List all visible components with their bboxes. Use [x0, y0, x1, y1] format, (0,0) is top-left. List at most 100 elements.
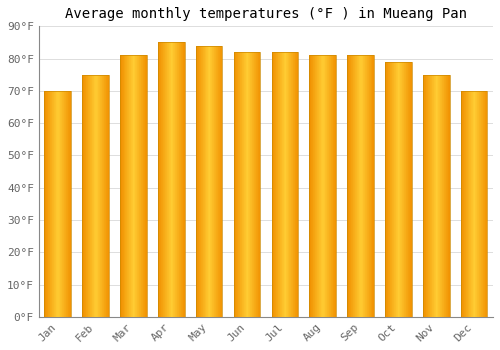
Bar	[245, 52, 246, 317]
Bar	[423, 75, 450, 317]
Bar	[211, 46, 212, 317]
Bar	[471, 91, 472, 317]
Bar	[127, 55, 128, 317]
Bar	[45, 91, 46, 317]
Bar	[474, 91, 475, 317]
Bar	[137, 55, 138, 317]
Bar	[131, 55, 132, 317]
Bar	[68, 91, 69, 317]
Bar	[311, 55, 312, 317]
Bar	[120, 55, 146, 317]
Bar	[348, 55, 374, 317]
Bar	[183, 42, 184, 317]
Bar	[332, 55, 334, 317]
Bar	[64, 91, 65, 317]
Bar	[401, 62, 402, 317]
Bar	[410, 62, 411, 317]
Bar	[257, 52, 258, 317]
Bar	[140, 55, 141, 317]
Bar	[390, 62, 391, 317]
Bar	[425, 75, 426, 317]
Bar	[403, 62, 404, 317]
Bar	[484, 91, 485, 317]
Bar	[366, 55, 368, 317]
Bar	[395, 62, 396, 317]
Bar	[197, 46, 198, 317]
Bar	[47, 91, 48, 317]
Bar	[254, 52, 255, 317]
Bar	[94, 75, 95, 317]
Bar	[158, 42, 184, 317]
Bar	[172, 42, 174, 317]
Bar	[428, 75, 429, 317]
Bar	[240, 52, 241, 317]
Bar	[122, 55, 123, 317]
Bar	[251, 52, 252, 317]
Bar	[182, 42, 184, 317]
Bar	[181, 42, 182, 317]
Bar	[322, 55, 323, 317]
Bar	[206, 46, 207, 317]
Bar	[462, 91, 463, 317]
Bar	[160, 42, 161, 317]
Bar	[180, 42, 182, 317]
Bar	[138, 55, 140, 317]
Bar	[168, 42, 170, 317]
Bar	[128, 55, 129, 317]
Bar	[200, 46, 202, 317]
Bar	[242, 52, 243, 317]
Bar	[318, 55, 319, 317]
Bar	[91, 75, 92, 317]
Bar	[385, 62, 386, 317]
Bar	[448, 75, 449, 317]
Bar	[356, 55, 358, 317]
Bar	[103, 75, 104, 317]
Bar	[274, 52, 275, 317]
Bar	[249, 52, 250, 317]
Bar	[92, 75, 93, 317]
Bar	[202, 46, 203, 317]
Bar	[397, 62, 398, 317]
Bar	[67, 91, 68, 317]
Bar	[120, 55, 121, 317]
Bar	[106, 75, 107, 317]
Bar	[436, 75, 437, 317]
Bar	[275, 52, 276, 317]
Bar	[83, 75, 84, 317]
Bar	[58, 91, 59, 317]
Bar	[290, 52, 291, 317]
Bar	[99, 75, 100, 317]
Bar	[239, 52, 240, 317]
Bar	[51, 91, 52, 317]
Bar	[434, 75, 435, 317]
Bar	[237, 52, 238, 317]
Bar	[361, 55, 362, 317]
Bar	[358, 55, 360, 317]
Bar	[360, 55, 362, 317]
Bar	[199, 46, 200, 317]
Bar	[439, 75, 440, 317]
Bar	[486, 91, 488, 317]
Bar	[286, 52, 287, 317]
Bar	[435, 75, 436, 317]
Bar	[121, 55, 122, 317]
Bar	[440, 75, 441, 317]
Bar	[468, 91, 469, 317]
Bar	[484, 91, 486, 317]
Bar	[310, 55, 336, 317]
Bar	[125, 55, 126, 317]
Bar	[432, 75, 433, 317]
Bar	[424, 75, 425, 317]
Bar	[348, 55, 350, 317]
Bar	[411, 62, 412, 317]
Bar	[272, 52, 298, 317]
Bar	[203, 46, 204, 317]
Bar	[350, 55, 352, 317]
Bar	[46, 91, 47, 317]
Bar	[102, 75, 103, 317]
Bar	[369, 55, 370, 317]
Bar	[221, 46, 222, 317]
Bar	[437, 75, 438, 317]
Bar	[293, 52, 294, 317]
Bar	[53, 91, 54, 317]
